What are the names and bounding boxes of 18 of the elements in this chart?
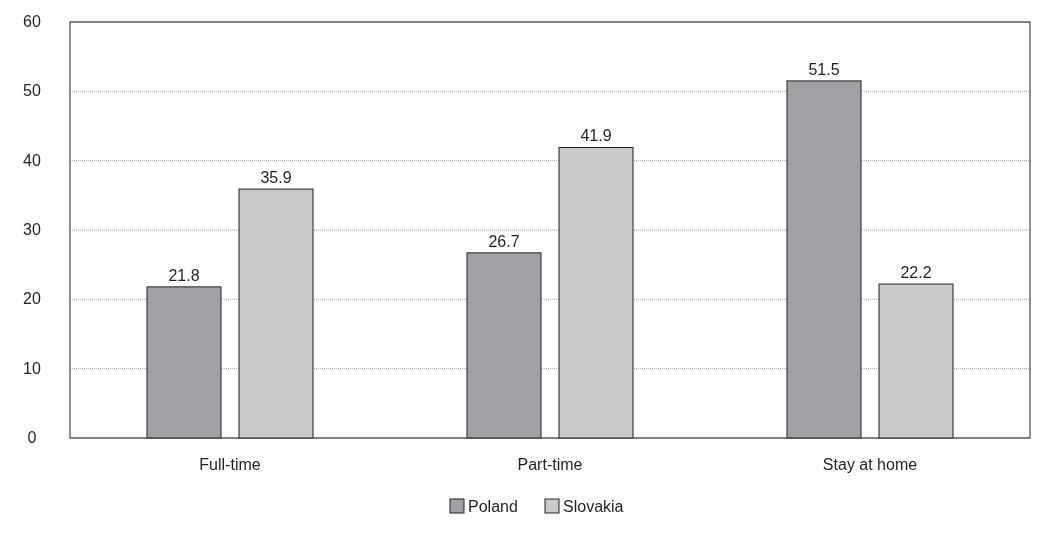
legend-label: Slovakia [563,498,624,515]
x-tick-label: Full-time [199,456,261,473]
data-label: 22.2 [900,264,932,282]
data-label: 51.5 [808,60,840,78]
x-tick-label: Stay at home [822,456,918,473]
data-label: 21.8 [168,266,200,284]
y-tick-label: 30 [23,221,41,238]
y-tick-label: 50 [23,82,41,100]
y-tick-label: 40 [23,151,41,169]
data-label: 35.9 [260,169,292,187]
y-tick-label: 0 [27,429,37,446]
data-label: 26.7 [488,232,520,250]
y-tick-label: 20 [23,290,41,308]
y-tick-label: 10 [23,359,41,377]
data-label: 41.9 [580,127,612,145]
legend-label: Poland [468,498,518,515]
x-tick-label: Part-time [517,456,583,473]
y-tick-label: 60 [23,13,41,30]
